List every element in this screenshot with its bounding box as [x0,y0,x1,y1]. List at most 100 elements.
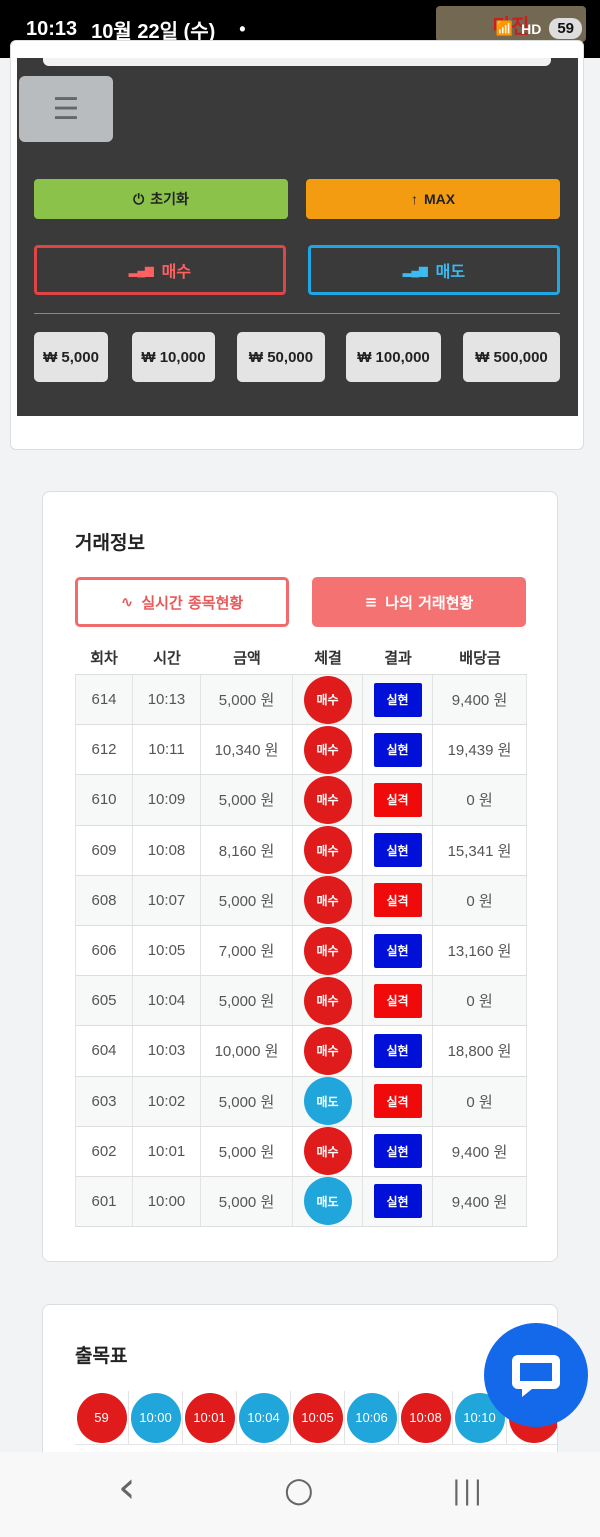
panel-divider [34,313,560,314]
table-row: 610 10:09 5,000 원 매수 실격 0 원 [75,775,527,826]
amount-button-100000[interactable]: ₩ 100,000 [346,332,441,382]
lines-icon: ≡ [364,593,378,611]
sell-label: 매도 [435,264,466,281]
max-label: MAX [423,191,456,207]
cell-side: 매수 [293,725,363,775]
cell-payout: 19,439 원 [433,725,527,775]
table-row: 604 10:03 10,000 원 매수 실현 18,800 원 [75,1026,527,1077]
cell-amount: 7,000 원 [201,925,293,976]
side-badge: 매수 [303,1026,352,1075]
cell-payout: 9,400 원 [433,1126,527,1176]
table-row: 603 10:02 5,000 원 매도 실격 0 원 [75,1076,527,1127]
cell-result: 실현 [363,925,433,976]
chart-ball: 10:00 [130,1392,181,1443]
cell-payout: 9,400 원 [433,675,527,725]
side-badge: 매수 [303,876,352,925]
cell-amount: 8,160 원 [201,825,293,875]
table-row: 609 10:08 8,160 원 매수 실현 15,341 원 [75,825,527,876]
result-badge: 실현 [373,933,422,968]
cell-amount: 5,000 원 [201,1126,293,1176]
chart-ball: 10:05 [292,1392,343,1443]
chart-title: 출목표 [75,1345,128,1367]
recents-icon[interactable]: ||| [452,1476,485,1506]
side-badge: 매도 [303,1177,352,1226]
battery-indicator: 59 [549,18,582,39]
buy-label: 매수 [161,264,192,281]
reset-label: 초기화 [150,191,189,207]
side-badge: 매수 [303,926,352,975]
cell-payout: 0 원 [433,775,527,825]
col-amount: 금액 [233,648,261,667]
cell-result: 실현 [363,1026,433,1076]
col-payout: 배당금 [459,648,501,667]
result-badge: 실현 [373,682,422,717]
trade-table-body[interactable]: 614 10:13 5,000 원 매수 실현 9,400 원 612 10:11 10,340… [75,674,527,1229]
home-icon[interactable]: ○ [284,1470,314,1510]
cell-amount: 5,000 원 [201,1076,293,1126]
menu-button[interactable]: ☰ [19,76,113,142]
chart-cell: 10:10 [453,1391,507,1445]
hamburger-icon: ☰ [52,91,80,127]
cell-side: 매수 [293,1026,363,1076]
cell-result: 실현 [363,1176,433,1227]
cell-amount: 10,000 원 [201,1026,293,1076]
cell-side: 매도 [293,1076,363,1126]
max-button[interactable]: ↑ MAX [306,179,560,219]
amount-button-5000[interactable]: ₩ 5,000 [34,332,108,382]
amount-button-500000[interactable]: ₩ 500,000 [463,332,560,382]
sell-button[interactable]: ▂▄▆ 매도 [308,245,560,295]
cell-round: 612 [75,725,133,775]
back-icon[interactable]: ‹ [118,1462,136,1513]
cell-time: 10:01 [133,1126,201,1176]
side-badge: 매수 [303,675,352,724]
chart-card: 출목표 59 10:00 10:01 10:04 10:05 10:06 10:08 10:1… [42,1304,558,1464]
result-badge: 실현 [373,1134,422,1169]
cell-time: 10:13 [133,675,201,725]
cell-time: 10:05 [133,925,201,976]
cell-round: 603 [75,1076,133,1126]
amount-button-10000[interactable]: ₩ 10,000 [132,332,215,382]
chart-ball: 10:08 [400,1392,451,1443]
cell-result: 실현 [363,1126,433,1176]
status-time: 10:13 [26,17,78,40]
chart-cell: 10:08 [399,1391,453,1445]
cell-round: 614 [75,675,133,725]
arrow-up-icon: ↑ [410,191,418,207]
cell-side: 매수 [293,1126,363,1176]
cell-amount: 5,000 원 [201,976,293,1026]
power-icon: ⏻ [133,190,145,207]
cell-result: 실격 [363,1076,433,1126]
cell-side: 매수 [293,675,363,725]
tab-live-label: 실시간 종목현황 [141,593,244,612]
signal-icon: ▂▄▆ [128,264,154,277]
col-time: 시간 [153,648,181,667]
cell-time: 10:04 [133,976,201,1026]
side-badge: 매수 [303,725,352,774]
cell-round: 601 [75,1176,133,1227]
cell-side: 매수 [293,775,363,825]
result-badge: 실현 [373,1184,422,1219]
amount-button-50000[interactable]: ₩ 50,000 [237,332,325,382]
chat-button[interactable] [484,1323,588,1427]
result-badge: 실격 [373,983,422,1018]
table-row: 614 10:13 5,000 원 매수 실현 9,400 원 [75,675,527,726]
cell-result: 실현 [363,675,433,725]
cell-time: 10:00 [133,1176,201,1227]
col-result: 결과 [384,648,412,667]
table-row: 608 10:07 5,000 원 매수 실격 0 원 [75,875,527,926]
buy-button[interactable]: ▂▄▆ 매수 [34,245,286,295]
result-badge: 실현 [373,1033,422,1068]
cell-side: 매수 [293,875,363,925]
table-header: 회차 시간 금액 체결 결과 배당금 [75,640,527,674]
reset-button[interactable]: ⏻ 초기화 [34,179,288,219]
result-badge: 실격 [373,782,422,817]
cell-time: 10:11 [133,725,201,775]
top-input-fragment[interactable] [43,58,551,66]
tab-live-status[interactable]: ∿ 실시간 종목현황 [75,577,289,627]
tab-mine-label: 나의 거래현황 [385,593,474,612]
chart-cell: 59 [75,1391,129,1445]
tab-my-trades[interactable]: ≡ 나의 거래현황 [312,577,526,627]
trade-info-card: 거래정보 ∿ 실시간 종목현황 ≡ 나의 거래현황 회차 시간 금액 체결 결과… [42,491,558,1262]
cell-amount: 5,000 원 [201,875,293,925]
cell-time: 10:03 [133,1026,201,1076]
